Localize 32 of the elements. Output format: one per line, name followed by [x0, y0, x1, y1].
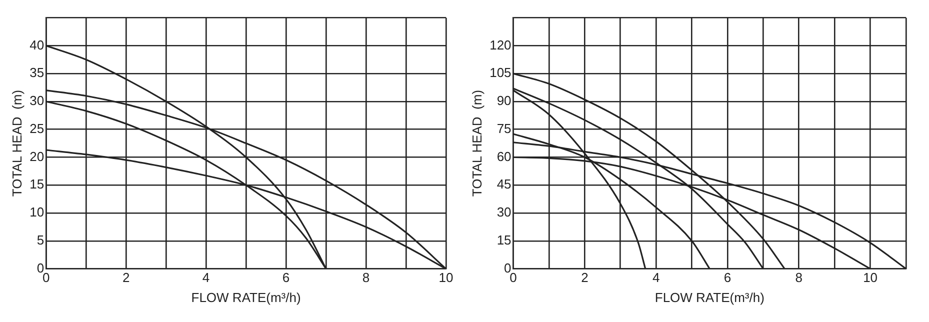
x-tick-label: 8	[795, 270, 803, 286]
x-tick-label: 8	[362, 270, 370, 286]
y-tick-label: 15	[30, 176, 44, 192]
y-axis-title: TOTAL HEAD (m)	[469, 90, 484, 197]
y-tick-label: 0	[36, 260, 44, 276]
x-tick-label: 10	[438, 270, 454, 286]
x-tick-label: 6	[724, 270, 732, 286]
x-tick-label: 2	[581, 270, 588, 286]
x-axis-title: FLOW RATE(m³/h)	[654, 290, 764, 305]
x-tick-label: 4	[652, 270, 660, 286]
y-axis-title: TOTAL HEAD (m)	[9, 90, 24, 197]
y-tick-label: 120	[490, 37, 512, 52]
y-tick-label: 30	[30, 93, 44, 108]
y-tick-label: 20	[30, 148, 44, 164]
x-axis-title: FLOW RATE(m³/h)	[191, 290, 301, 305]
y-tick-label: 75	[496, 120, 512, 136]
y-tick-label: 25	[30, 120, 44, 136]
y-tick-label: 5	[36, 232, 44, 248]
y-tick-label: 35	[30, 65, 44, 80]
x-tick-label: 4	[202, 270, 210, 286]
y-tick-label: 40	[30, 37, 44, 52]
x-tick-label: 10	[863, 270, 878, 286]
y-tick-label: 60	[496, 148, 512, 164]
x-tick-label: 6	[282, 270, 290, 286]
y-tick-label: 90	[496, 93, 512, 108]
y-tick-label: 45	[496, 176, 512, 192]
y-tick-label: 105	[490, 65, 512, 80]
x-tick-label: 2	[122, 270, 130, 286]
y-tick-label: 30	[496, 204, 512, 220]
y-tick-label: 15	[496, 232, 512, 248]
y-tick-label: 0	[504, 260, 512, 276]
y-tick-label: 10	[30, 204, 44, 220]
